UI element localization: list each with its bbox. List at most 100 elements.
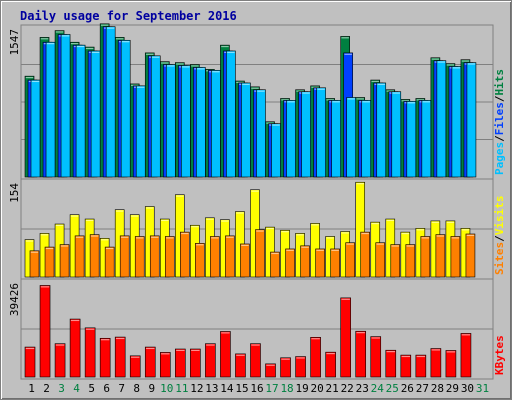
bar-pages-day-5: [90, 50, 101, 178]
bar-kbytes-day-10: [159, 352, 171, 378]
bar-kbytes-day-27: [415, 354, 427, 378]
x-tick-label: 18: [280, 382, 293, 395]
x-tick-label: 30: [461, 382, 474, 395]
bar-kbytes-day-28: [430, 348, 442, 378]
bar-pages-day-10: [165, 64, 176, 178]
bar-kbytes-day-2: [39, 285, 51, 378]
bar-pages-day-16: [256, 89, 266, 178]
x-tick-label: 3: [58, 382, 65, 395]
bar-sites-day-10: [164, 236, 175, 278]
bar-kbytes-day-24: [370, 336, 382, 378]
y-axis-max-label-2: 154: [8, 183, 21, 203]
chart-title: Daily usage for September 2016: [20, 9, 237, 23]
bar-sites-day-16: [255, 229, 265, 278]
bar-kbytes-day-18: [280, 357, 291, 378]
legend-separator: /: [493, 135, 506, 142]
x-tick-label: 1: [28, 382, 35, 395]
x-tick-label: 24: [371, 382, 385, 395]
bar-sites-day-20: [315, 248, 325, 278]
bar-sites-day-7: [119, 235, 130, 278]
bar-sites-day-2: [44, 246, 55, 278]
bar-kbytes-day-1: [24, 346, 36, 378]
bar-pages-day-9: [150, 55, 161, 178]
bar-pages-day-26: [406, 101, 417, 178]
bar-pages-day-4: [75, 44, 86, 178]
x-tick-label: 12: [190, 382, 203, 395]
x-tick-label: 7: [118, 382, 125, 395]
bar-sites-day-30: [465, 233, 476, 278]
bar-sites-day-23: [360, 231, 371, 278]
x-tick-label: 27: [416, 382, 429, 395]
x-tick-label: 9: [148, 382, 155, 395]
bar-kbytes-day-22: [340, 297, 351, 378]
legend-separator: /: [493, 235, 506, 242]
bar-kbytes-day-8: [129, 355, 141, 378]
legend-entry-files: Files: [493, 102, 506, 135]
bar-kbytes-day-12: [190, 348, 201, 378]
y-axis-max-label-3: 39426: [8, 283, 21, 316]
bar-sites-day-14: [225, 235, 235, 278]
bar-kbytes-day-16: [250, 343, 261, 378]
x-tick-label: 19: [295, 382, 308, 395]
x-tick-label: 5: [88, 382, 95, 395]
bar-sites-day-6: [104, 246, 115, 278]
x-tick-label: 16: [250, 382, 263, 395]
bar-sites-day-3: [59, 244, 70, 278]
x-tick-label: 6: [103, 382, 110, 395]
bar-sites-day-27: [420, 236, 431, 278]
legend-1: Pages/Files/Hits: [493, 69, 506, 175]
bar-pages-day-14: [226, 50, 236, 178]
x-tick-label: 26: [401, 382, 414, 395]
bar-sites-day-1: [29, 250, 40, 278]
legend-entry-sites: Sites: [493, 242, 506, 275]
x-tick-label: 15: [235, 382, 248, 395]
bar-pages-day-12: [196, 67, 206, 178]
bar-kbytes-day-20: [310, 337, 321, 378]
bar-pages-day-2: [45, 41, 56, 178]
bar-kbytes-day-23: [355, 330, 367, 378]
x-tick-label: 11: [175, 382, 188, 395]
bar-kbytes-day-7: [114, 336, 126, 378]
bar-kbytes-day-21: [325, 351, 336, 378]
bar-pages-day-22: [346, 97, 356, 178]
bar-kbytes-day-29: [445, 350, 457, 378]
bar-pages-day-13: [211, 70, 221, 178]
bar-pages-day-29: [451, 66, 462, 178]
bar-visits-day-23: [355, 181, 366, 278]
bar-kbytes-day-13: [205, 343, 216, 378]
x-tick-label: 20: [311, 382, 324, 395]
bar-sites-day-12: [195, 243, 205, 278]
bar-pages-day-3: [60, 34, 71, 178]
x-tick-label: 14: [220, 382, 234, 395]
bar-pages-day-30: [466, 62, 477, 178]
bar-sites-day-9: [149, 235, 160, 278]
bar-pages-day-20: [316, 87, 326, 178]
x-tick-label: 10: [160, 382, 173, 395]
x-tick-label: 23: [356, 382, 369, 395]
bar-pages-day-15: [241, 82, 251, 178]
legend-2: Sites/Visits: [493, 196, 506, 276]
bar-kbytes-day-25: [385, 349, 397, 378]
bar-kbytes-day-14: [220, 331, 231, 378]
bar-sites-day-17: [270, 251, 280, 278]
x-tick-label: 13: [205, 382, 218, 395]
legend-separator: /: [493, 95, 506, 102]
x-tick-label: 2: [43, 382, 50, 395]
bar-pages-day-17: [271, 123, 281, 178]
bar-sites-day-11: [180, 231, 190, 278]
bar-pages-day-28: [436, 60, 447, 178]
bar-sites-day-24: [375, 242, 386, 278]
bar-pages-day-25: [391, 91, 402, 178]
bar-kbytes-day-17: [265, 363, 276, 378]
bar-kbytes-day-11: [175, 348, 186, 378]
bar-kbytes-day-15: [235, 353, 246, 378]
bar-sites-day-28: [435, 234, 446, 278]
x-tick-label: 4: [73, 382, 80, 395]
bar-kbytes-day-4: [69, 318, 81, 378]
x-tick-label: 17: [265, 382, 278, 395]
legend-entry-visits: Visits: [493, 196, 506, 236]
bar-sites-day-4: [74, 235, 85, 278]
bar-sites-day-5: [89, 234, 100, 278]
bar-kbytes-day-6: [99, 337, 111, 378]
